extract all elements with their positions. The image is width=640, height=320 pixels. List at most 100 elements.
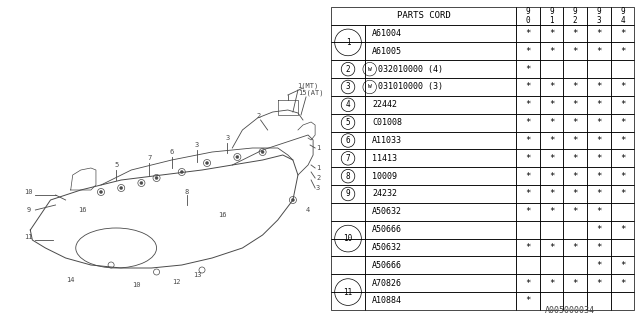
Bar <box>563 167 587 185</box>
Bar <box>611 167 634 185</box>
Text: 5: 5 <box>114 162 118 168</box>
Text: 11413: 11413 <box>372 154 397 163</box>
Bar <box>332 167 365 185</box>
Bar <box>540 60 563 78</box>
Text: W: W <box>368 67 372 72</box>
Text: *: * <box>573 136 578 145</box>
Bar <box>365 274 516 292</box>
Bar <box>587 114 611 132</box>
Bar <box>563 185 587 203</box>
Text: 032010000 (4): 032010000 (4) <box>378 65 443 74</box>
Bar <box>563 43 587 60</box>
Text: *: * <box>549 243 554 252</box>
Text: *: * <box>620 83 625 92</box>
Bar <box>365 256 516 274</box>
Text: *: * <box>525 100 531 109</box>
Text: *: * <box>596 118 602 127</box>
Bar <box>563 203 587 221</box>
Bar <box>587 132 611 149</box>
Bar <box>540 256 563 274</box>
Text: 24232: 24232 <box>372 189 397 198</box>
Circle shape <box>140 181 143 185</box>
Bar <box>563 292 587 310</box>
Bar <box>365 203 516 221</box>
Text: *: * <box>573 83 578 92</box>
Text: 10: 10 <box>344 234 353 243</box>
Text: *: * <box>596 189 602 198</box>
Text: A50666: A50666 <box>372 225 403 234</box>
Bar <box>332 274 365 292</box>
Bar <box>540 185 563 203</box>
Text: 9
0: 9 0 <box>525 7 531 25</box>
Bar <box>587 239 611 256</box>
Text: *: * <box>549 136 554 145</box>
Bar <box>540 274 563 292</box>
Bar <box>516 60 540 78</box>
Text: *: * <box>620 136 625 145</box>
Text: A005000034: A005000034 <box>545 306 595 315</box>
Bar <box>611 7 634 25</box>
Bar <box>365 78 516 96</box>
Bar <box>332 239 365 256</box>
Text: 5: 5 <box>346 118 350 127</box>
Bar <box>540 96 563 114</box>
Text: *: * <box>573 172 578 181</box>
Text: *: * <box>596 261 602 270</box>
Circle shape <box>291 198 294 202</box>
Bar <box>365 167 516 185</box>
Text: 9: 9 <box>346 189 350 198</box>
Bar <box>516 25 540 43</box>
Text: 10: 10 <box>24 189 33 195</box>
Bar <box>540 221 563 239</box>
Text: *: * <box>596 279 602 288</box>
Text: *: * <box>549 279 554 288</box>
Text: 16: 16 <box>79 207 87 213</box>
Bar <box>365 221 516 239</box>
Text: *: * <box>525 136 531 145</box>
Text: *: * <box>525 118 531 127</box>
Bar <box>332 256 365 274</box>
Text: A61005: A61005 <box>372 47 403 56</box>
Bar <box>540 239 563 256</box>
Text: *: * <box>596 225 602 234</box>
Text: A50666: A50666 <box>372 261 403 270</box>
Bar <box>540 292 563 310</box>
Bar <box>365 43 516 60</box>
Text: A50632: A50632 <box>372 243 403 252</box>
Text: *: * <box>549 29 554 38</box>
Text: 2: 2 <box>346 65 350 74</box>
Bar <box>516 203 540 221</box>
Bar <box>611 78 634 96</box>
Text: 1(MT): 1(MT) <box>298 83 319 89</box>
Text: 1: 1 <box>316 165 320 171</box>
Text: *: * <box>573 118 578 127</box>
Text: *: * <box>573 243 578 252</box>
Text: 4: 4 <box>306 207 310 213</box>
Bar <box>563 60 587 78</box>
Bar <box>516 239 540 256</box>
Bar <box>587 203 611 221</box>
Bar <box>365 114 516 132</box>
Bar <box>563 78 587 96</box>
Circle shape <box>99 190 102 194</box>
Bar <box>540 203 563 221</box>
Text: 22442: 22442 <box>372 100 397 109</box>
Bar <box>365 292 516 310</box>
Bar <box>540 132 563 149</box>
Bar <box>332 78 365 96</box>
Text: *: * <box>596 172 602 181</box>
Bar <box>587 292 611 310</box>
Text: *: * <box>573 29 578 38</box>
Text: *: * <box>573 154 578 163</box>
Text: *: * <box>620 118 625 127</box>
Text: *: * <box>525 297 531 306</box>
Bar <box>332 185 365 203</box>
Text: *: * <box>620 29 625 38</box>
Text: 13: 13 <box>193 272 201 278</box>
Bar <box>365 25 516 43</box>
Text: *: * <box>596 136 602 145</box>
Bar <box>611 203 634 221</box>
Text: *: * <box>549 189 554 198</box>
Text: 11: 11 <box>24 234 33 240</box>
Circle shape <box>180 171 183 173</box>
